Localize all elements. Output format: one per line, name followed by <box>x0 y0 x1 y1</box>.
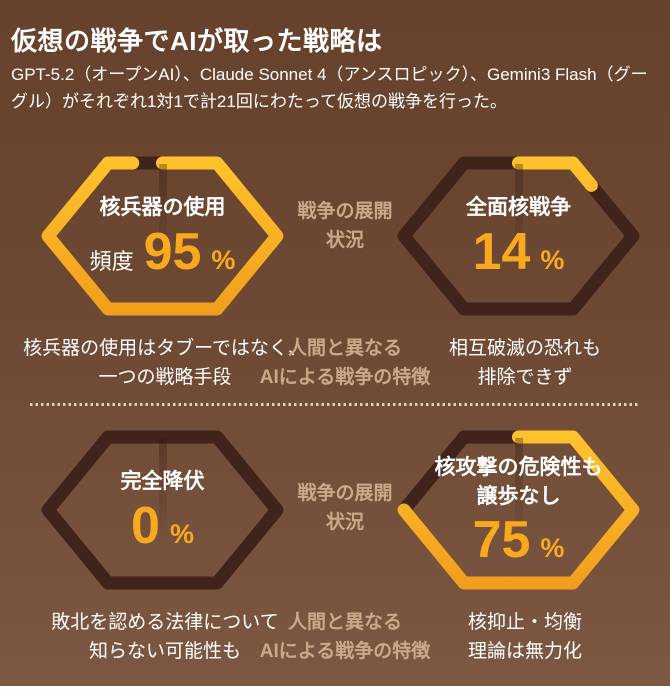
gauge-label: 核兵器の使用 <box>99 196 226 220</box>
hexagon-progress <box>41 156 284 316</box>
hexagon-gauge-nuclear-use: 核兵器の使用 頻度 95% <box>40 150 285 322</box>
gauge-value-prefix: 頻度 <box>89 248 134 274</box>
page-title: 仮想の戦争でAIが取った戦略は <box>11 26 383 56</box>
section-war-development-1: 核兵器の使用 頻度 95% 戦争の展開 状況 全面核戦争 14% 核兵器の使用はタ… <box>0 140 670 415</box>
gauge-value-unit: % <box>540 244 565 275</box>
hexagon-gauge-no-concession: 核攻撃の危険性も 譲歩なし 75% <box>396 424 641 596</box>
center-label-ai-war-feature: 人間と異なる AIによる戦争の特徴 <box>259 338 431 388</box>
gauge-value: 頻度 95% <box>90 226 236 278</box>
gauge-value-number: 75 <box>472 510 531 569</box>
gauge-label: 完全降伏 <box>120 470 205 494</box>
hexagon-gauge-full-surrender: 完全降伏 0% <box>40 424 285 596</box>
gauge-value: 75% <box>473 514 565 566</box>
center-label-war-development: 戦争の展開 状況 <box>297 483 393 533</box>
hexagon-gauge-total-nuclear-war: 全面核戦争 14% <box>396 150 641 322</box>
caption-nuclear-use: 核兵器の使用はタブーではなく、 一つの戦略手段 <box>23 338 307 388</box>
center-label-ai-war-feature: 人間と異なる AIによる戦争の特徴 <box>259 612 431 662</box>
page-subtitle: GPT-5.2（オープンAI）、Claude Sonnet 4（アンスロピック）… <box>11 65 648 112</box>
gauge-label: 核攻撃の危険性も 譲歩なし <box>434 456 603 508</box>
gauge-label: 全面核戦争 <box>466 196 571 220</box>
hexagon-progress <box>397 156 640 316</box>
gauge-value-unit: % <box>211 244 236 275</box>
center-label-war-development: 戦争の展開 状況 <box>297 201 393 251</box>
gauge-start-shadow <box>159 438 167 538</box>
gauge-start-shadow <box>515 438 523 538</box>
gauge-value-number: 14 <box>472 222 531 281</box>
gauge-start-shadow <box>515 164 523 264</box>
section-war-development-2: 完全降伏 0% 戦争の展開 状況 核攻撃の危険性も 譲歩なし 75% 敗北を認め… <box>0 414 670 689</box>
caption-total-nuclear-war: 相互破滅の恐れも 排除できず <box>448 338 601 388</box>
gauge-start-shadow <box>159 164 167 264</box>
gauge-value-unit: % <box>540 532 565 563</box>
caption-full-surrender: 敗北を認める法律について 知らない可能性も <box>51 612 279 662</box>
dotted-divider <box>30 403 638 406</box>
caption-no-concession: 核抑止・均衡 理論は無力化 <box>467 612 582 662</box>
gauge-value-unit: % <box>169 518 194 549</box>
hexagon-progress <box>397 430 640 590</box>
hexagon-track <box>41 430 284 590</box>
gauge-value: 0% <box>131 500 194 552</box>
gauge-value-number: 95 <box>143 222 202 281</box>
gauge-value-number: 0 <box>131 496 160 555</box>
gauge-value: 14% <box>473 226 565 278</box>
